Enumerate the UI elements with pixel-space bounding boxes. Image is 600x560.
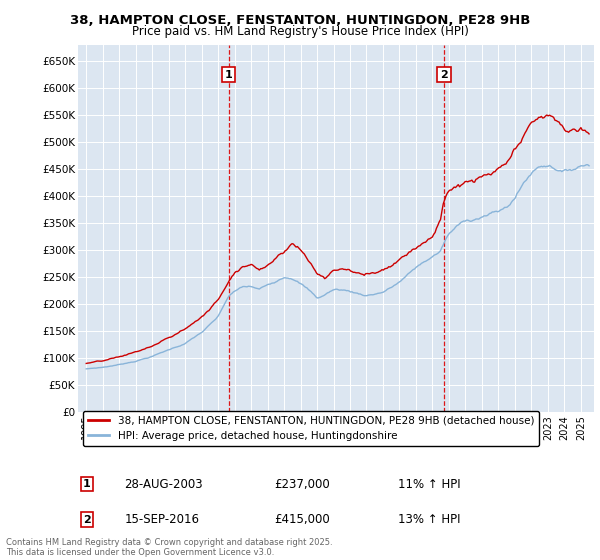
Text: 15-SEP-2016: 15-SEP-2016 — [124, 513, 199, 526]
Text: 13% ↑ HPI: 13% ↑ HPI — [398, 513, 460, 526]
Text: 1: 1 — [83, 479, 91, 489]
Text: 28-AUG-2003: 28-AUG-2003 — [124, 478, 203, 491]
Text: £237,000: £237,000 — [274, 478, 330, 491]
Text: 1: 1 — [225, 69, 233, 80]
Text: 38, HAMPTON CLOSE, FENSTANTON, HUNTINGDON, PE28 9HB: 38, HAMPTON CLOSE, FENSTANTON, HUNTINGDO… — [70, 14, 530, 27]
Text: 2: 2 — [440, 69, 448, 80]
Text: £415,000: £415,000 — [274, 513, 330, 526]
Text: Contains HM Land Registry data © Crown copyright and database right 2025.
This d: Contains HM Land Registry data © Crown c… — [6, 538, 332, 557]
Text: Price paid vs. HM Land Registry's House Price Index (HPI): Price paid vs. HM Land Registry's House … — [131, 25, 469, 38]
Text: 11% ↑ HPI: 11% ↑ HPI — [398, 478, 461, 491]
Legend: 38, HAMPTON CLOSE, FENSTANTON, HUNTINGDON, PE28 9HB (detached house), HPI: Avera: 38, HAMPTON CLOSE, FENSTANTON, HUNTINGDO… — [83, 410, 539, 446]
Text: 2: 2 — [83, 515, 91, 525]
